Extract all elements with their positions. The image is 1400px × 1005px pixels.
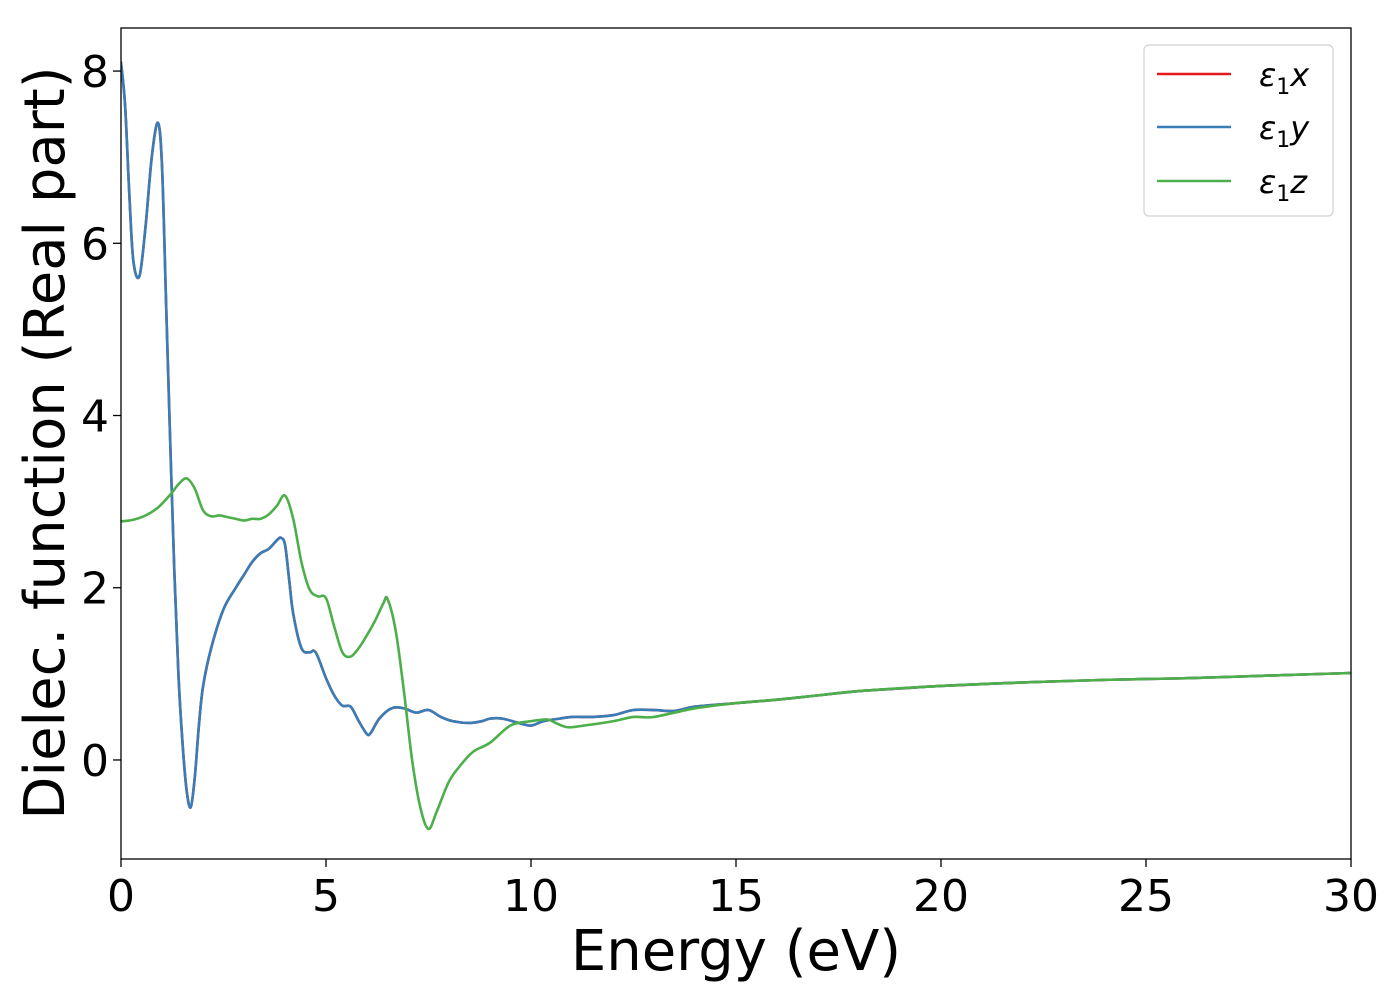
plot-frame: [120, 27, 1352, 860]
x-axis-ticks: 0 5 10 15 20 25 30: [107, 859, 1379, 922]
series-line-z: [121, 477, 1351, 831]
x-tick-label: 30: [1323, 871, 1379, 922]
y-tick-label: 4: [81, 392, 109, 443]
legend-label-y: ε1y: [1259, 109, 1310, 153]
y-axis-ticks: 0 2 4 6 8: [81, 47, 121, 787]
x-axis-label: Energy (eV): [571, 919, 901, 984]
x-tick-label: 10: [503, 871, 559, 922]
y-tick-label: 6: [81, 219, 109, 270]
y-axis-label: Dielec. function (Real part): [13, 66, 78, 819]
series-line-y: [121, 61, 1351, 809]
legend-entry-z: ε1z: [1157, 163, 1308, 207]
y-tick-label: 2: [81, 564, 109, 615]
x-tick-label: 0: [107, 871, 135, 922]
legend-entry-y: ε1y: [1157, 109, 1310, 153]
x-tick-label: 5: [312, 871, 340, 922]
x-tick-label: 20: [913, 871, 969, 922]
y-tick-label: 8: [81, 47, 109, 98]
legend-label-z: ε1z: [1259, 163, 1308, 207]
x-tick-label: 25: [1118, 871, 1174, 922]
legend: ε1x ε1y ε1z: [1143, 44, 1334, 217]
x-tick-label: 15: [708, 871, 764, 922]
legend-entry-x: ε1x: [1157, 56, 1310, 100]
series-lines: [121, 61, 1351, 831]
legend-label-x: ε1x: [1259, 56, 1310, 100]
legend-box: [1143, 44, 1334, 217]
y-tick-label: 0: [81, 736, 109, 787]
